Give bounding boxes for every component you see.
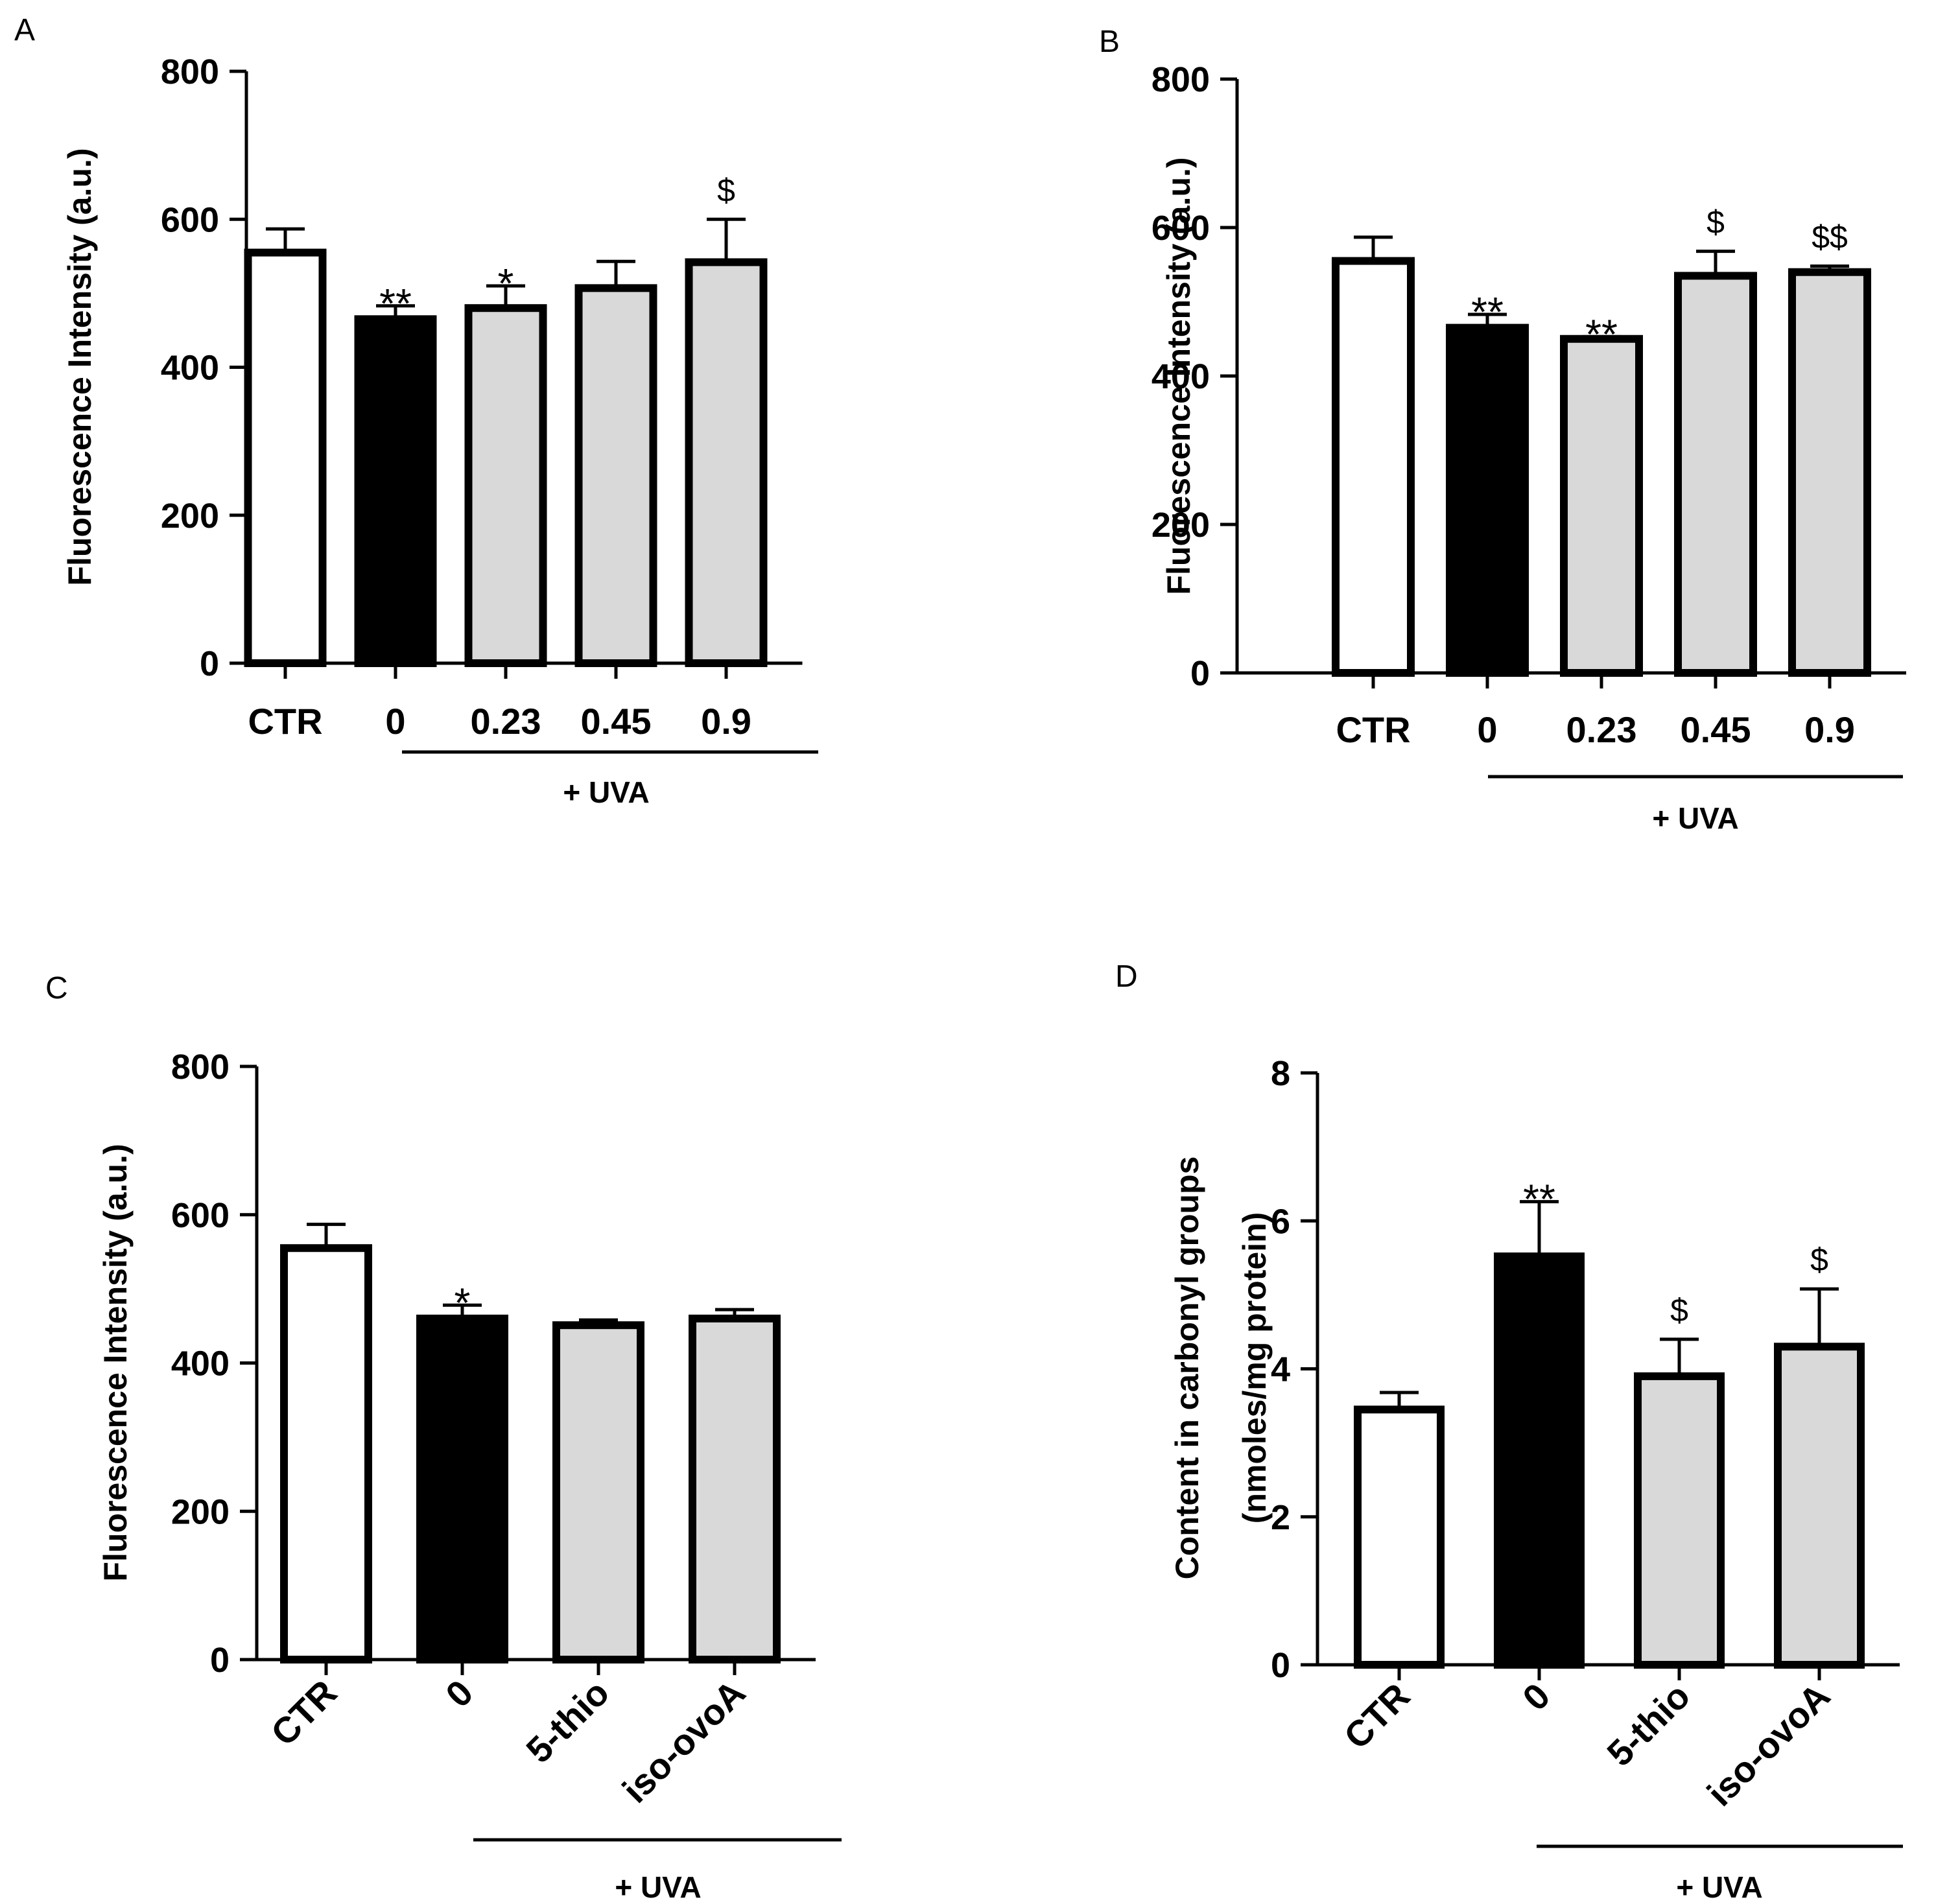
panel-d-y-tick-label: 6: [1271, 1202, 1290, 1241]
panel-c-y-tick-label: 400: [171, 1345, 230, 1383]
panel-b-category-label: 0.9: [1804, 709, 1855, 750]
panel-b-y-tick-label: 0: [1190, 654, 1210, 693]
panel-d-category-label: CTR: [1336, 1675, 1418, 1757]
panel-c-y-label: Fluorescence Intensity (a.u.): [97, 1144, 134, 1581]
panel-b-group-label: + UVA: [1652, 801, 1738, 835]
panel-a-significance-mark: *: [498, 260, 514, 307]
figure: A0200400600800Fluorescence Intensity (a.…: [0, 0, 1960, 1904]
panel-d-bar: [1358, 1409, 1441, 1665]
panel-a-y-tick-label: 200: [161, 497, 219, 535]
panel-b-bar: [1792, 272, 1867, 673]
panel-b-y-tick-label: 800: [1151, 60, 1210, 99]
panel-a-significance-mark: **: [379, 280, 412, 327]
panel-d-category-label: 0: [1515, 1675, 1558, 1719]
panel-a-label: A: [14, 13, 35, 47]
panel-d-significance-mark: $: [1670, 1292, 1688, 1328]
panel-a-bar: [359, 319, 433, 663]
panel-a-bar: [469, 308, 543, 663]
panel-b-y-label: Fluorescence Intensity (a.u.): [1161, 157, 1197, 594]
panel-a-y-tick-label: 0: [200, 644, 219, 683]
panel-a-category-label: CTR: [248, 701, 322, 742]
panel-a-y-tick-label: 800: [161, 53, 219, 91]
panel-b-category-label: CTR: [1336, 709, 1410, 750]
panel-b-bar: [1678, 276, 1753, 673]
panel-c-bar: [692, 1319, 777, 1660]
panel-a-bar: [689, 262, 764, 663]
panel-a-bar: [579, 288, 654, 663]
panel-d-y-tick-label: 2: [1271, 1498, 1290, 1537]
panel-a-category-label: 0: [385, 701, 405, 742]
panel-c-bar: [420, 1319, 504, 1660]
panel-d-y-tick-label: 8: [1271, 1054, 1290, 1093]
panel-c-category-label: CTR: [263, 1672, 345, 1754]
panel-c-category-label: 5-thio: [518, 1672, 617, 1770]
panel-d-significance-mark: $: [1810, 1241, 1828, 1278]
panel-b-category-label: 0.23: [1566, 709, 1637, 750]
panel-c-category-label: iso-ovoA: [615, 1672, 753, 1811]
panel-d-y-label: Content in carbonyl groups: [1169, 1157, 1205, 1580]
panel-d-y-label-units: (nmoles/mg protein): [1236, 1212, 1273, 1524]
panel-a-bar: [248, 253, 323, 663]
panel-a-y-tick-label: 600: [161, 200, 219, 239]
panel-c-bar: [556, 1325, 641, 1660]
panel-a-y-label: Fluorescence Intensity (a.u.): [62, 148, 98, 585]
panel-c-label: C: [45, 971, 68, 1005]
panel-a-significance-mark: $: [717, 172, 735, 208]
panel-b-category-label: 0: [1477, 709, 1497, 750]
panel-c-group-label: + UVA: [615, 1870, 701, 1904]
panel-c-y-tick-label: 0: [210, 1641, 230, 1680]
panel-c-category-label: 0: [438, 1672, 481, 1715]
panel-d-group-label: + UVA: [1676, 1870, 1762, 1904]
panel-b-bar: [1450, 328, 1525, 673]
panel-d-category-label: 5-thio: [1599, 1675, 1697, 1774]
panel-a-group-label: + UVA: [563, 775, 649, 809]
panel-c-y-tick-label: 800: [171, 1048, 230, 1087]
panel-a-category-label: 0.23: [471, 701, 541, 742]
panel-b-bar: [1336, 261, 1411, 673]
panel-d-bar: [1498, 1256, 1581, 1665]
panel-b-significance-mark: **: [1471, 288, 1504, 335]
panel-b-significance-mark: $$: [1812, 219, 1848, 255]
panel-c-y-tick-label: 600: [171, 1196, 230, 1235]
panel-d-bar: [1638, 1376, 1721, 1665]
panel-c-y-tick-label: 200: [171, 1492, 230, 1531]
panel-d-bar: [1778, 1346, 1861, 1665]
panel-d-y-tick-label: 0: [1271, 1646, 1290, 1685]
panel-b-significance-mark: **: [1585, 311, 1618, 357]
panel-d-category-label: iso-ovoA: [1699, 1675, 1838, 1814]
panel-d-significance-mark: **: [1523, 1176, 1555, 1223]
panel-a-category-label: 0.9: [701, 701, 751, 742]
panel-d-label: D: [1115, 959, 1138, 994]
panel-a-y-tick-label: 400: [161, 349, 219, 388]
panel-b-bar: [1564, 339, 1639, 673]
panel-d-y-tick-label: 4: [1271, 1350, 1290, 1389]
panel-c-bar: [284, 1248, 368, 1660]
panel-b-label: B: [1099, 25, 1120, 59]
panel-b-significance-mark: $: [1706, 204, 1725, 241]
panel-b-category-label: 0.45: [1681, 709, 1751, 750]
panel-c-significance-mark: *: [455, 1279, 471, 1326]
panel-a-category-label: 0.45: [581, 701, 652, 742]
